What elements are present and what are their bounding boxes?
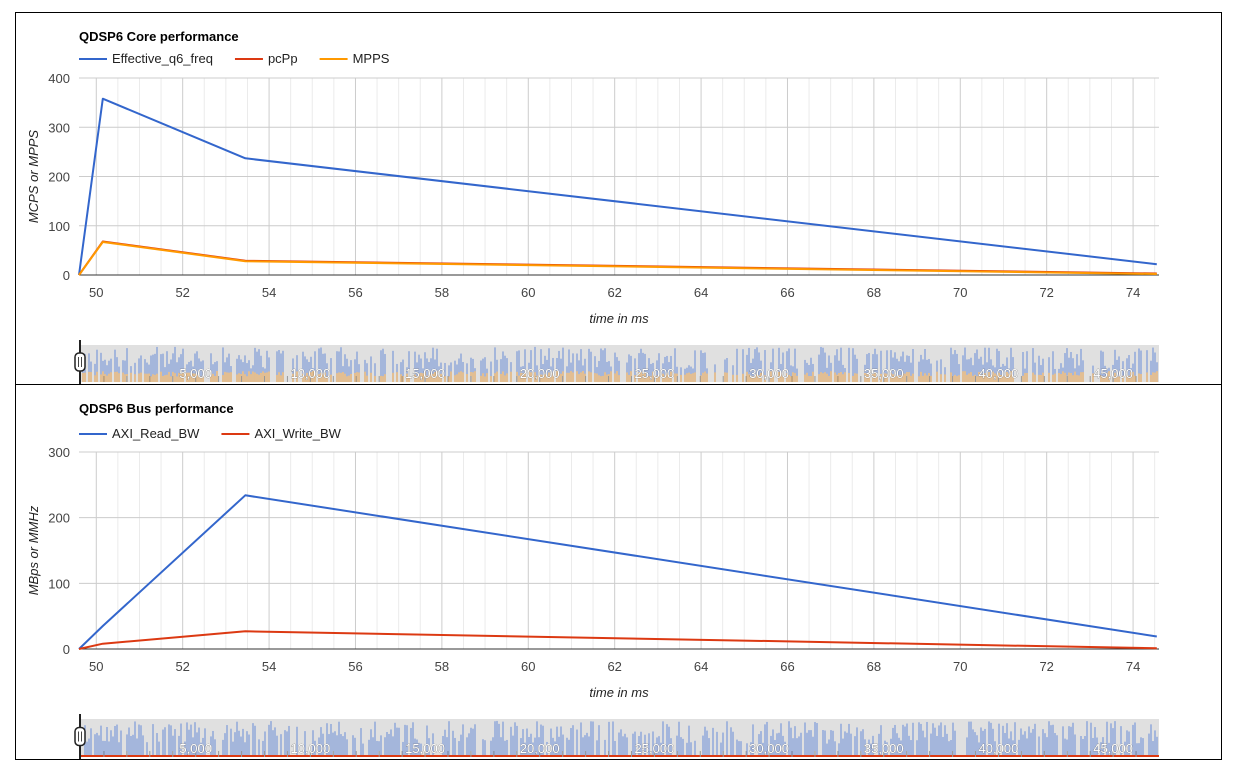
bus-performance-chart: QDSP6 Bus performance AXI_Read_BW AXI_Writ… <box>15 384 1222 714</box>
range-tick-label: 5,000 <box>179 366 212 381</box>
legend-item-pcpp: pcPp <box>234 51 298 66</box>
legend-item-axi-read-bw: AXI_Read_BW <box>79 426 200 441</box>
x-tick-label: 68 <box>867 285 881 300</box>
y-tick-label: 300 <box>48 445 70 460</box>
y-tick-label: 300 <box>48 120 70 135</box>
range-tick-label: 15,000 <box>405 741 445 756</box>
x-tick-label: 64 <box>694 285 708 300</box>
x-tick-label: 50 <box>89 285 103 300</box>
range-tick-label: 5,000 <box>179 741 212 756</box>
range-tick-label: 25,000 <box>635 366 675 381</box>
range-tick-label: 15,000 <box>405 366 445 381</box>
x-tick-label: 74 <box>1126 285 1140 300</box>
x-tick-label: 64 <box>694 659 708 674</box>
y-tick-label: 100 <box>48 219 70 234</box>
series-line-effective-q6-freq <box>78 97 1157 276</box>
range-overview-bars <box>84 720 1158 757</box>
range-tick-label: 30,000 <box>749 366 789 381</box>
x-tick-label: 52 <box>175 659 189 674</box>
range-tick-label: 10,000 <box>290 366 330 381</box>
bus-range-svg[interactable]: 5,000 10,000 15,000 20,000 25,000 30,000 35,00… <box>16 713 1223 760</box>
core-chart-svg: QDSP6 Core performance Effective_q6_freq p… <box>26 29 1159 326</box>
x-axis-title: time in ms <box>589 685 649 700</box>
series-line-axi-read-bw <box>78 494 1157 650</box>
x-tick-label: 68 <box>867 659 881 674</box>
y-axis-title: MBps or MMHz <box>26 505 41 595</box>
core-range-slider[interactable]: 5,000 10,000 15,000 20,000 25,000 30,000 35,00… <box>15 339 1222 385</box>
x-tick-label: 70 <box>953 659 967 674</box>
range-overview-bars <box>82 346 1158 382</box>
x-tick-label: 70 <box>953 285 967 300</box>
x-tick-label: 74 <box>1126 659 1140 674</box>
x-tick-label: 50 <box>89 659 103 674</box>
y-tick-label: 0 <box>63 268 70 283</box>
legend-item-effective-q6-freq: Effective_q6_freq <box>79 51 213 66</box>
x-tick-label: 72 <box>1039 285 1053 300</box>
x-tick-label: 58 <box>435 659 449 674</box>
x-tick-label: 62 <box>607 659 621 674</box>
x-tick-label: 60 <box>521 659 535 674</box>
y-tick-label: 100 <box>48 576 70 591</box>
range-tick-label: 25,000 <box>635 741 675 756</box>
y-tick-label: 400 <box>48 71 70 86</box>
bus-range-slider[interactable]: 5,000 10,000 15,000 20,000 25,000 30,000 35,00… <box>15 713 1222 760</box>
core-performance-chart: QDSP6 Core performance Effective_q6_freq p… <box>15 12 1222 340</box>
series-line-mpps <box>78 241 1157 276</box>
x-tick-label: 60 <box>521 285 535 300</box>
range-tick-label: 20,000 <box>520 741 560 756</box>
range-tick-label: 10,000 <box>290 741 330 756</box>
x-tick-label: 56 <box>348 659 362 674</box>
y-tick-label: 200 <box>48 511 70 526</box>
range-tick-label: 30,000 <box>749 741 789 756</box>
range-tick-label: 45,000 <box>1093 741 1133 756</box>
x-tick-label: 72 <box>1039 659 1053 674</box>
x-tick-label: 52 <box>175 285 189 300</box>
core-range-svg[interactable]: 5,000 10,000 15,000 20,000 25,000 30,000 35,00… <box>16 339 1223 385</box>
y-tick-label: 200 <box>48 170 70 185</box>
x-axis-title: time in ms <box>589 311 649 326</box>
legend-label: Effective_q6_freq <box>112 51 213 66</box>
legend-item-axi-write-bw: AXI_Write_BW <box>221 426 342 441</box>
chart-title: QDSP6 Bus performance <box>79 401 234 416</box>
range-handle[interactable] <box>74 714 86 759</box>
range-tick-label: 40,000 <box>979 741 1019 756</box>
y-tick-label: 0 <box>63 642 70 657</box>
x-tick-label: 66 <box>780 285 794 300</box>
legend-label: AXI_Read_BW <box>112 426 200 441</box>
range-handle-grip <box>74 726 86 747</box>
range-handle-grip <box>74 352 86 372</box>
range-tick-label: 20,000 <box>520 366 560 381</box>
x-tick-label: 66 <box>780 659 794 674</box>
chart-title: QDSP6 Core performance <box>79 29 239 44</box>
legend-label: pcPp <box>268 51 298 66</box>
x-tick-label: 54 <box>262 285 276 300</box>
range-tick-label: 40,000 <box>979 366 1019 381</box>
x-tick-label: 56 <box>348 285 362 300</box>
x-tick-label: 58 <box>435 285 449 300</box>
series-line-pcpp <box>78 240 1157 276</box>
range-tick-label: 35,000 <box>864 741 904 756</box>
series-line-axi-write-bw <box>78 630 1157 650</box>
y-axis-title: MCPS or MPPS <box>26 130 41 224</box>
range-tick-label: 35,000 <box>864 366 904 381</box>
legend-item-mpps: MPPS <box>319 51 390 66</box>
range-handle[interactable] <box>74 340 86 384</box>
x-tick-label: 62 <box>607 285 621 300</box>
legend-label: AXI_Write_BW <box>254 426 341 441</box>
legend-label: MPPS <box>353 51 390 66</box>
bus-chart-svg: QDSP6 Bus performance AXI_Read_BW AXI_Writ… <box>26 401 1159 700</box>
range-tick-label: 45,000 <box>1093 366 1133 381</box>
x-tick-label: 54 <box>262 659 276 674</box>
